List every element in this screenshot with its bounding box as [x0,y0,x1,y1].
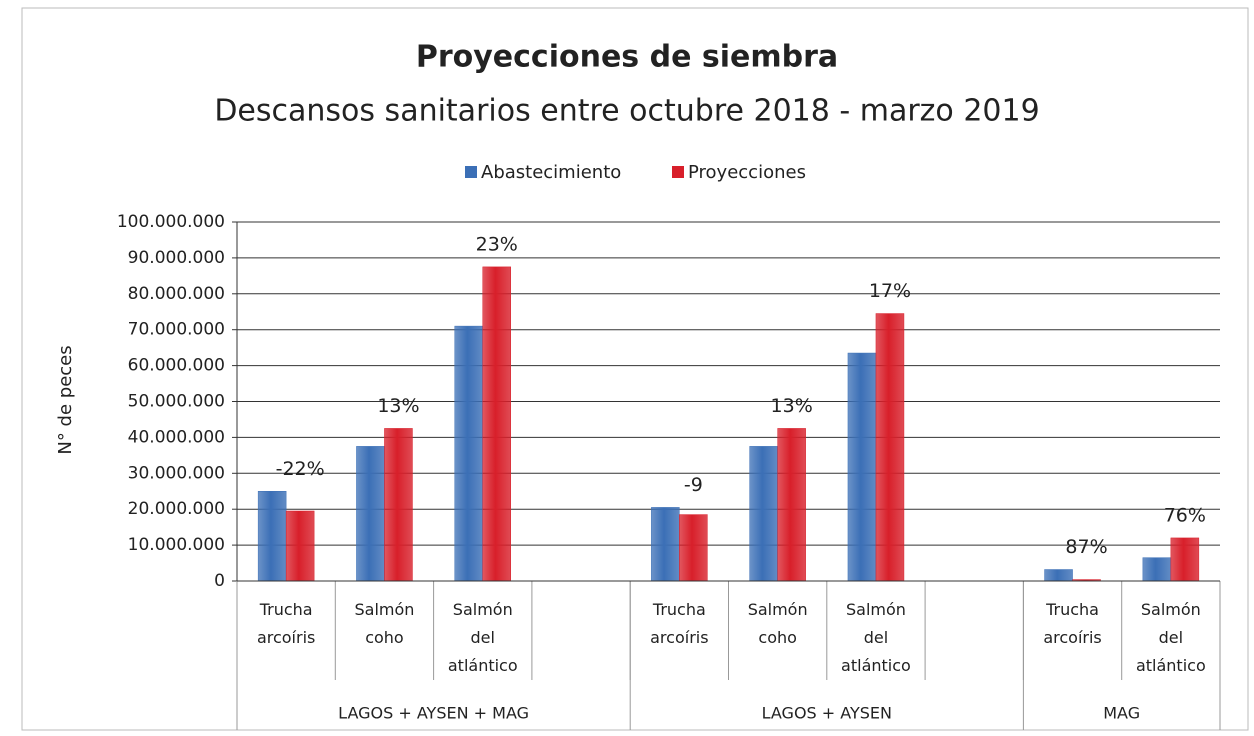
chart-title: Proyecciones de siembra [416,40,838,75]
legend-label: Proyecciones [688,162,806,183]
y-tick-label: 0 [214,571,225,591]
x-tick-label: Salmón del atlántico [841,600,911,675]
bar [1170,537,1200,582]
x-tick-label: Salmón coho [354,600,414,647]
y-tick-label: 60.000.000 [128,356,225,376]
y-tick-label: 90.000.000 [128,248,225,268]
bar [454,325,483,582]
change-label: 13% [377,395,419,417]
legend-label: Abastecimiento [481,162,621,183]
legend-swatch [672,166,684,178]
bar [482,266,511,582]
change-label: 87% [1065,536,1107,558]
bar [847,352,877,582]
bar [384,428,413,582]
x-tick-label: Trucha arcoíris [257,600,315,647]
legend-swatch [465,166,477,178]
bar [749,446,778,582]
chart-frame [21,7,1249,731]
y-axis-title: N° de peces [55,345,76,454]
bar [257,491,287,582]
bar [875,313,905,582]
y-tick-label: 10.000.000 [128,535,225,555]
change-label: 76% [1164,504,1206,526]
bar [1044,569,1073,582]
y-tick-label: 40.000.000 [128,427,225,447]
y-tick-label: 80.000.000 [128,284,225,304]
bar [285,510,315,582]
change-label: 13% [771,395,813,417]
y-tick-label: 20.000.000 [128,499,225,519]
x-tick-label: Trucha arcoíris [650,600,708,647]
x-tick-label: Salmón del atlántico [1136,600,1206,675]
x-tick-label: Trucha arcoíris [1043,600,1101,647]
y-tick-label: 70.000.000 [128,320,225,340]
bar [651,507,680,582]
change-label: 23% [476,233,518,255]
y-tick-label: 50.000.000 [128,392,225,412]
bar [356,446,385,582]
bar [679,514,708,582]
change-label: 17% [869,280,911,302]
change-label: -22% [276,458,325,480]
bar [777,428,806,582]
y-tick-label: 30.000.000 [128,463,225,483]
chart-subtitle: Descansos sanitarios entre octubre 2018 … [214,94,1039,129]
y-tick-label: 100.000.000 [117,212,225,232]
group-label: LAGOS + AYSEN [762,704,892,723]
group-label: MAG [1103,704,1140,723]
x-tick-label: Salmón del atlántico [448,600,518,675]
bar [1142,557,1172,582]
x-tick-label: Salmón coho [748,600,808,647]
change-label: -9 [684,474,703,496]
group-label: LAGOS + AYSEN + MAG [338,704,529,723]
